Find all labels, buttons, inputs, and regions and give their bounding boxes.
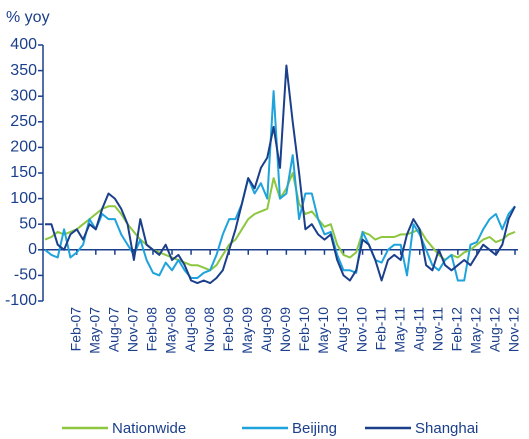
x-tick-label: Nov-11 [429, 307, 445, 351]
x-tick-label: Feb-12 [449, 307, 465, 352]
x-tick-label: Feb-10 [296, 307, 312, 352]
y-tick-label: -100 [5, 292, 37, 309]
y-tick-label: 350 [10, 62, 37, 79]
legend-label: Beijing [292, 420, 337, 437]
x-tick-label: Aug-10 [334, 307, 350, 352]
y-tick-label: 50 [19, 215, 37, 232]
x-tick-label: Nov-10 [353, 307, 369, 352]
y-tick-label: 400 [10, 36, 37, 53]
x-tick-label: Feb-07 [67, 307, 83, 352]
x-tick-label: Aug-07 [106, 307, 122, 352]
x-tick-label: May-07 [87, 307, 103, 354]
y-tick-label: 200 [10, 139, 37, 156]
x-tick-label: Aug-08 [182, 307, 198, 352]
y-tick-label: 150 [10, 164, 37, 181]
x-tick-label: Aug-09 [258, 307, 274, 352]
x-tick-label: Nov-08 [201, 307, 217, 352]
y-axis-label: % yoy [6, 9, 50, 26]
y-tick-label: 300 [10, 87, 37, 104]
y-tick-label: 250 [10, 113, 37, 130]
legend-label: Nationwide [112, 420, 186, 437]
series-line [44, 90, 516, 282]
x-tick-label: Nov-07 [125, 307, 141, 352]
x-tick-label: Feb-11 [372, 307, 388, 351]
x-tick-label: Feb-08 [144, 307, 160, 352]
x-tick-label: May-12 [468, 307, 484, 354]
legend-label: Shanghai [415, 420, 478, 437]
x-tick-label: Nov-12 [506, 307, 522, 352]
x-tick-label: May-09 [239, 307, 255, 354]
x-tick-label: May-08 [163, 307, 179, 354]
x-tick-label: Aug-12 [487, 307, 503, 352]
x-tick-label: Feb-09 [220, 307, 236, 352]
series-line [45, 64, 516, 285]
y-tick-label: 100 [10, 190, 37, 207]
y-tick-label: 0 [28, 241, 37, 258]
x-tick-label: May-11 [391, 307, 407, 353]
x-tick-label: Nov-09 [277, 307, 293, 352]
x-tick-label: May-10 [315, 307, 331, 354]
x-tick-label: Aug-11 [410, 307, 426, 351]
y-tick-label: -50 [14, 267, 37, 284]
